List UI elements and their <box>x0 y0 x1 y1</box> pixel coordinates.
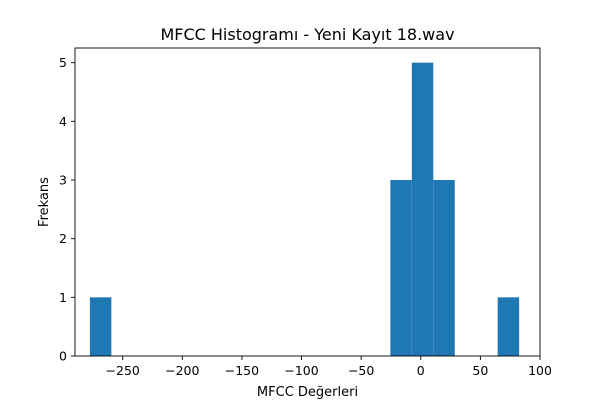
histogram-bar-15 <box>411 62 434 357</box>
histogram-bar-0 <box>89 297 112 356</box>
y-tick-label: 4 <box>59 114 67 129</box>
y-tick-label: 1 <box>59 290 67 305</box>
y-tick-label: 2 <box>59 231 67 246</box>
x-tick-label: −150 <box>225 363 259 378</box>
chart-title: MFCC Histogramı - Yeni Kayıt 18.wav <box>160 25 454 44</box>
x-tick-label: −250 <box>106 363 140 378</box>
histogram-bar-16 <box>433 180 455 356</box>
x-tick-label: 50 <box>472 363 488 378</box>
histogram-bar-14 <box>390 180 412 356</box>
x-tick-label: −100 <box>284 363 318 378</box>
x-axis-ticks: −250 −200 −150 −100 −50 0 50 100 <box>106 356 552 378</box>
x-tick-label: −50 <box>348 363 374 378</box>
x-tick-label: −200 <box>165 363 199 378</box>
y-tick-label: 3 <box>59 173 67 188</box>
y-axis-ticks: 0 1 2 3 4 5 <box>59 55 75 364</box>
x-tick-label: 100 <box>528 363 552 378</box>
y-tick-label: 5 <box>59 55 67 70</box>
plot-frame <box>74 47 541 357</box>
y-axis-label: Frekans <box>37 177 52 227</box>
x-axis-label: MFCC Değerleri <box>257 385 358 400</box>
y-tick-label: 0 <box>59 349 67 364</box>
x-tick-label: 0 <box>417 363 425 378</box>
bars-group <box>89 62 520 357</box>
histogram-bar-19 <box>497 297 520 356</box>
